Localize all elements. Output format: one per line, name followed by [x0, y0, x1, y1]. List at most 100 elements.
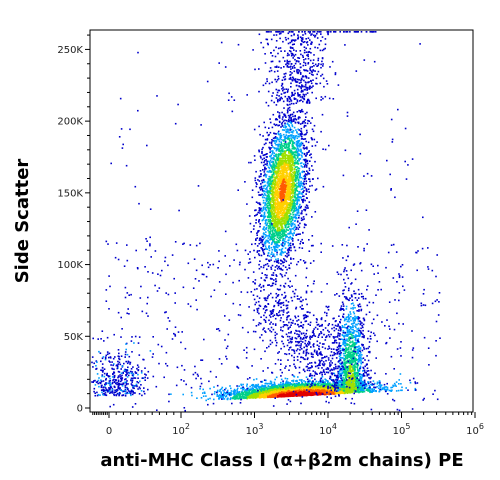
data-point: [268, 146, 270, 149]
data-point: [272, 236, 275, 239]
data-point: [256, 234, 258, 236]
data-point: [284, 226, 287, 229]
data-point: [290, 262, 292, 265]
data-point: [292, 214, 294, 216]
data-point: [296, 383, 298, 386]
data-point: [321, 381, 323, 384]
data-point: [286, 229, 288, 231]
data-point: [279, 137, 281, 139]
data-point: [300, 132, 303, 134]
data-point: [283, 188, 285, 190]
data-point: [290, 220, 293, 222]
data-point: [258, 209, 260, 212]
data-point: [321, 113, 324, 116]
data-point: [303, 153, 306, 156]
data-point: [273, 139, 276, 142]
data-point: [263, 196, 266, 199]
data-point: [303, 94, 305, 96]
data-point: [283, 88, 285, 91]
data-point: [275, 97, 278, 99]
data-point: [271, 236, 273, 239]
data-point: [286, 222, 289, 224]
data-point: [293, 94, 295, 96]
data-point: [298, 158, 300, 161]
data-point: [276, 137, 279, 140]
data-point: [277, 100, 279, 103]
data-point: [285, 88, 287, 90]
data-point: [293, 97, 296, 99]
data-point: [271, 219, 273, 222]
data-point: [261, 239, 263, 241]
data-point: [293, 156, 296, 158]
data-point: [303, 98, 305, 100]
data-point: [271, 216, 274, 219]
data-point: [280, 159, 283, 162]
data-point: [299, 36, 302, 38]
data-point: [301, 156, 303, 158]
data-point: [267, 254, 269, 257]
data-point: [269, 226, 272, 229]
data-point: [310, 79, 312, 82]
data-point: [262, 46, 265, 49]
data-point: [287, 52, 289, 55]
data-point: [283, 193, 285, 196]
data-point: [304, 161, 307, 164]
data-point: [310, 156, 313, 159]
data-point: [288, 142, 291, 144]
data-point: [275, 46, 277, 49]
data-point: [276, 163, 279, 166]
data-point: [263, 212, 266, 214]
data-point: [291, 67, 294, 69]
data-point: [275, 190, 277, 192]
data-point: [306, 207, 308, 209]
data-point: [272, 217, 275, 220]
data-point: [280, 235, 282, 238]
data-point: [296, 185, 298, 188]
data-point: [273, 214, 275, 217]
data-point: [331, 383, 333, 385]
data-point: [303, 95, 306, 98]
data-point: [294, 98, 297, 100]
data-point: [251, 196, 254, 199]
data-point: [284, 75, 286, 78]
data-point: [283, 92, 285, 94]
data-point: [269, 198, 271, 201]
data-point: [284, 167, 287, 170]
data-point: [267, 252, 270, 254]
data-point: [262, 228, 265, 231]
data-point: [270, 381, 273, 383]
data-point: [230, 397, 232, 399]
data-point: [276, 65, 278, 68]
data-point: [259, 189, 262, 191]
data-point: [270, 157, 273, 160]
data-point: [316, 83, 318, 85]
data-point: [258, 219, 261, 221]
data-point: [293, 138, 296, 141]
data-point: [308, 72, 311, 74]
data-point: [264, 181, 266, 183]
data-point: [289, 97, 291, 99]
data-point: [290, 249, 292, 252]
data-point: [265, 187, 268, 190]
data-point: [291, 91, 293, 94]
data-point: [314, 160, 316, 163]
data-point: [284, 78, 287, 80]
data-point: [269, 176, 272, 179]
data-point: [284, 224, 286, 227]
data-point: [316, 32, 318, 35]
data-point: [287, 32, 290, 35]
data-point: [264, 233, 267, 236]
data-point: [301, 171, 304, 174]
data-point: [284, 295, 287, 297]
data-point: [301, 84, 303, 86]
data-point: [301, 199, 303, 201]
data-point: [266, 239, 269, 242]
data-point: [288, 178, 290, 181]
data-point: [271, 282, 274, 285]
data-point: [222, 396, 224, 398]
data-point: [270, 60, 273, 63]
data-point: [262, 146, 264, 149]
data-point: [286, 175, 289, 177]
data-point: [284, 146, 286, 149]
data-point: [302, 56, 304, 58]
